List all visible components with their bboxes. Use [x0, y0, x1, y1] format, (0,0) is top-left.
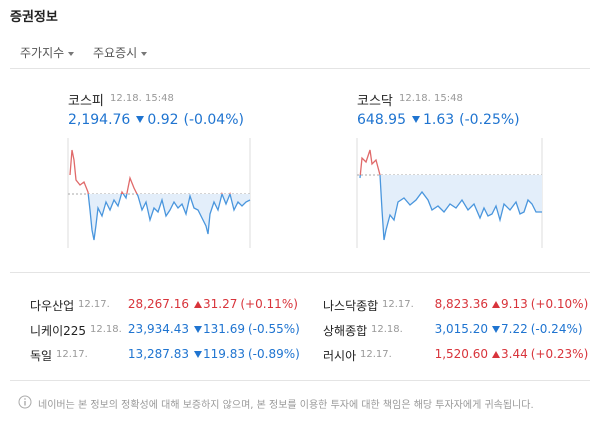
market-change: 31.27 (+0.11%)	[192, 297, 298, 311]
market-time: 12.17.	[78, 299, 110, 310]
market-rate: (+0.10%)	[530, 297, 589, 311]
market-change: 7.22 (-0.24%)	[490, 322, 583, 336]
direction-icon	[136, 116, 145, 123]
market-name: 다우산업	[30, 299, 75, 313]
market-name: 니케이225	[30, 324, 87, 338]
direction-icon	[492, 301, 500, 308]
market-change-value: 119.83	[203, 347, 245, 361]
tab[interactable]: 주가지수	[20, 44, 74, 61]
market-name: 나스닥종합	[323, 299, 379, 313]
notice: 네이버는 본 정보의 정확성에 대해 보증하지 않으며, 본 정보를 이용한 투…	[38, 400, 534, 411]
market-name: 상해종합	[323, 324, 368, 338]
index-name: 코스피	[68, 94, 104, 109]
direction-icon	[412, 116, 420, 123]
market-name: 독일	[30, 349, 53, 363]
kosdaq-chart	[356, 138, 543, 248]
index-value: 648.95	[357, 112, 406, 128]
sparklines	[67, 138, 543, 248]
market-change-value: 9.13	[501, 297, 528, 311]
direction-icon	[194, 351, 202, 358]
direction-icon	[492, 326, 500, 333]
market-value: 13,287.83	[127, 347, 189, 361]
index-change: 1.63	[423, 112, 455, 128]
market-change: 3.44 (+0.23%)	[490, 347, 588, 361]
index-quote: 2,194.76 0.92 (-0.04%)	[68, 109, 244, 128]
divider	[10, 380, 590, 381]
market-time: 12.18.	[90, 324, 122, 335]
direction-icon	[194, 301, 202, 308]
market-change: 9.13 (+0.10%)	[490, 297, 588, 311]
index-rate: (-0.04%)	[183, 112, 244, 128]
index-rate: (-0.25%)	[459, 112, 520, 128]
info-icon	[18, 395, 32, 409]
index-change: 0.92	[147, 112, 179, 128]
market-change: 131.69 (-0.55%)	[192, 322, 300, 336]
market-rate: (+0.23%)	[530, 347, 589, 361]
index-time: 12.18. 15:48	[110, 93, 174, 104]
market-value: 1,520.60	[434, 347, 488, 361]
market-rate: (+0.11%)	[240, 297, 298, 311]
market-change-value: 131.69	[203, 322, 245, 336]
market-value: 3,015.20	[434, 322, 488, 336]
widget-title: 증권정보	[10, 10, 58, 25]
kospi-chart	[67, 138, 251, 248]
direction-icon	[492, 351, 500, 358]
market-time: 12.17.	[360, 349, 392, 360]
market-value: 8,823.36	[434, 297, 488, 311]
market-time: 12.17.	[56, 349, 88, 360]
market-value: 28,267.16	[127, 297, 189, 311]
index-name: 코스닥	[357, 94, 393, 109]
market-rate: (-0.55%)	[248, 322, 300, 336]
market-change-value: 7.22	[501, 322, 528, 336]
market-change-value: 31.27	[203, 297, 238, 311]
divider	[10, 272, 590, 273]
index-time: 12.18. 15:48	[399, 93, 463, 104]
divider	[10, 68, 590, 69]
index-value: 2,194.76	[68, 112, 131, 128]
direction-icon	[194, 326, 202, 333]
market-change-value: 3.44	[501, 347, 528, 361]
market-change: 119.83 (-0.89%)	[192, 347, 300, 361]
index-quote: 648.95 1.63 (-0.25%)	[357, 109, 520, 128]
market-name: 러시아	[323, 349, 357, 363]
market-value: 23,934.43	[127, 322, 189, 336]
market-rate: (-0.24%)	[530, 322, 583, 336]
market-time: 12.17.	[382, 299, 414, 310]
market-rate: (-0.89%)	[248, 347, 300, 361]
tab[interactable]: 주요증시	[93, 44, 147, 61]
market-time: 12.18.	[371, 324, 403, 335]
